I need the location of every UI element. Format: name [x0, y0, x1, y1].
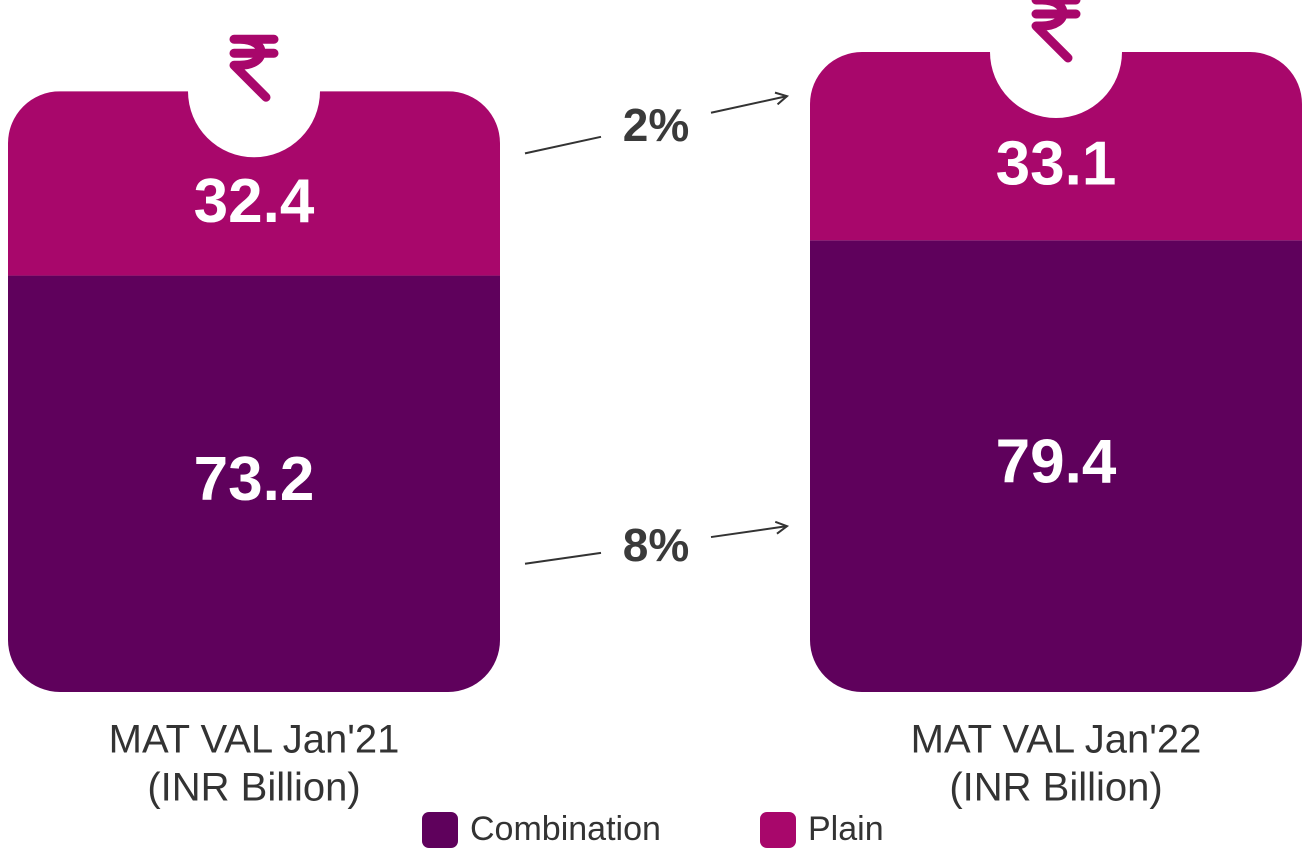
legend-swatch [760, 812, 796, 848]
stack [8, 91, 500, 692]
notch [990, 0, 1122, 118]
bar-segment [810, 240, 1302, 692]
rupee-icon [229, 34, 279, 102]
value-label: 73.2 [194, 445, 315, 514]
rupee-icon [1031, 0, 1081, 63]
legend-label: Combination [470, 810, 661, 848]
legend-swatch [422, 812, 458, 848]
unit-label: (INR Billion) [147, 766, 360, 810]
category-label: MAT VAL Jan'21 [109, 718, 400, 762]
category-label: MAT VAL Jan'22 [911, 718, 1202, 762]
value-label: 79.4 [996, 428, 1117, 497]
value-label: 32.4 [194, 167, 315, 236]
arrow [710, 96, 787, 114]
growth-label: 8% [623, 519, 689, 571]
growth-label: 2% [623, 99, 689, 151]
arrow [710, 526, 787, 539]
legend-label: Plain [808, 810, 884, 848]
stack [810, 52, 1302, 692]
unit-label: (INR Billion) [949, 766, 1162, 810]
value-label: 33.1 [996, 130, 1117, 199]
arrow [524, 135, 602, 155]
arrow [524, 551, 602, 565]
bar-segment [8, 275, 500, 692]
